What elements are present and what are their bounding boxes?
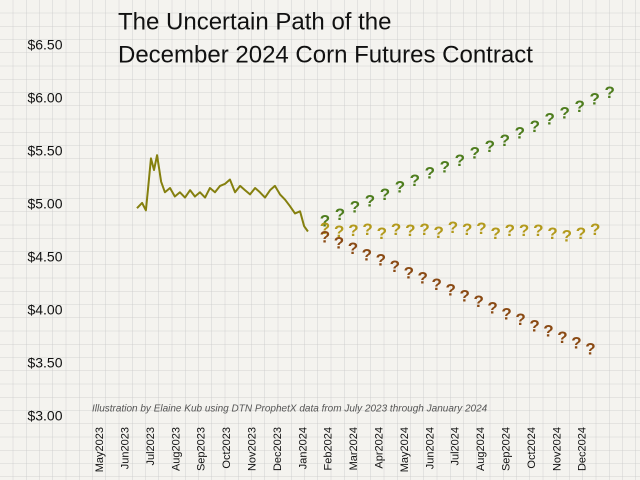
question-mark: ? xyxy=(557,328,567,347)
price-line xyxy=(136,154,309,233)
question-mark: ? xyxy=(476,219,486,238)
question-mark: ? xyxy=(425,164,435,183)
y-tick-label: $5.00 xyxy=(27,196,62,212)
question-mark: ? xyxy=(459,287,469,306)
question-mark: ? xyxy=(501,305,511,324)
x-tick-label: Dec2023 xyxy=(272,427,284,471)
question-mark: ? xyxy=(515,123,525,142)
question-mark: ? xyxy=(418,269,428,288)
x-tick-label: Jul2024 xyxy=(450,427,462,466)
question-mark: ? xyxy=(533,221,543,240)
question-mark: ? xyxy=(505,221,515,240)
y-tick-label: $3.50 xyxy=(27,355,62,371)
question-mark: ? xyxy=(334,222,344,241)
question-mark: ? xyxy=(530,117,540,136)
question-mark: ? xyxy=(490,224,500,243)
question-mark: ? xyxy=(585,340,595,359)
question-mark: ? xyxy=(455,151,465,170)
question-mark: ? xyxy=(515,310,525,329)
question-mark: ? xyxy=(432,275,442,294)
x-tick-label: Nov2024 xyxy=(551,427,563,471)
x-tick-label: Sep2024 xyxy=(500,427,512,471)
x-tick-label: Aug2023 xyxy=(170,427,182,471)
chart-title: The Uncertain Path of the xyxy=(118,8,392,35)
question-mark: ? xyxy=(320,227,330,246)
question-mark: ? xyxy=(448,218,458,237)
question-mark: ? xyxy=(320,219,330,238)
question-mark: ? xyxy=(470,144,480,163)
x-tick-label: Aug2024 xyxy=(475,427,487,471)
question-mark: ? xyxy=(362,220,372,239)
question-mark: ? xyxy=(545,110,555,129)
x-tick-label: Mar2024 xyxy=(348,427,360,470)
question-mark: ? xyxy=(377,224,387,243)
question-mark: ? xyxy=(395,178,405,197)
y-tick-label: $3.00 xyxy=(27,408,62,424)
question-mark: ? xyxy=(605,83,615,102)
x-tick-label: Jan2024 xyxy=(297,427,309,469)
y-tick-label: $6.50 xyxy=(27,37,62,53)
y-tick-label: $6.00 xyxy=(27,90,62,106)
question-mark: ? xyxy=(419,220,429,239)
x-tick-label: Oct2024 xyxy=(526,427,538,469)
question-mark: ? xyxy=(390,257,400,276)
question-mark: ? xyxy=(529,316,539,335)
question-mark: ? xyxy=(335,205,345,224)
question-mark: ? xyxy=(462,220,472,239)
x-tick-label: Sep2023 xyxy=(196,427,208,471)
question-mark: ? xyxy=(547,224,557,243)
y-tick-label: $5.50 xyxy=(27,143,62,159)
x-tick-label: Apr2024 xyxy=(373,427,385,469)
question-mark: ? xyxy=(562,226,572,245)
y-tick-label: $4.50 xyxy=(27,249,62,265)
question-mark: ? xyxy=(434,223,444,242)
question-mark: ? xyxy=(348,221,358,240)
question-mark: ? xyxy=(440,157,450,176)
annotation: Illustration by Elaine Kub using DTN Pro… xyxy=(92,404,488,415)
x-tick-label: May2024 xyxy=(399,427,411,472)
question-mark: ? xyxy=(320,211,330,230)
x-tick-label: May2023 xyxy=(94,427,106,472)
x-tick-label: Nov2023 xyxy=(246,427,258,471)
question-mark: ? xyxy=(543,322,553,341)
question-mark: ? xyxy=(391,220,401,239)
question-mark: ? xyxy=(473,292,483,311)
x-tick-label: Jun2024 xyxy=(424,427,436,469)
question-mark: ? xyxy=(576,224,586,243)
question-mark: ? xyxy=(500,131,510,150)
question-mark: ? xyxy=(590,90,600,109)
question-mark: ? xyxy=(571,333,581,352)
question-mark: ? xyxy=(487,298,497,317)
x-tick-label: Jul2023 xyxy=(145,427,157,466)
question-mark: ? xyxy=(334,234,344,253)
chart-title: December 2024 Corn Futures Contract xyxy=(118,41,533,68)
question-mark: ? xyxy=(380,185,390,204)
question-mark: ? xyxy=(404,263,414,282)
question-mark: ? xyxy=(405,221,415,240)
question-mark: ? xyxy=(348,239,358,258)
question-mark: ? xyxy=(560,103,570,122)
question-mark: ? xyxy=(350,198,360,217)
x-tick-label: Dec2024 xyxy=(577,427,589,471)
x-tick-label: Jun2023 xyxy=(119,427,131,469)
question-mark: ? xyxy=(410,171,420,190)
question-mark: ? xyxy=(365,191,375,210)
x-tick-label: Oct2023 xyxy=(221,427,233,469)
question-mark: ? xyxy=(376,251,386,270)
question-mark: ? xyxy=(445,280,455,299)
question-mark: ? xyxy=(362,245,372,264)
x-tick-label: Feb2024 xyxy=(323,427,335,470)
question-mark: ? xyxy=(485,137,495,156)
y-tick-label: $4.00 xyxy=(27,302,62,318)
question-mark: ? xyxy=(575,97,585,116)
question-mark: ? xyxy=(519,221,529,240)
question-mark: ? xyxy=(590,220,600,239)
